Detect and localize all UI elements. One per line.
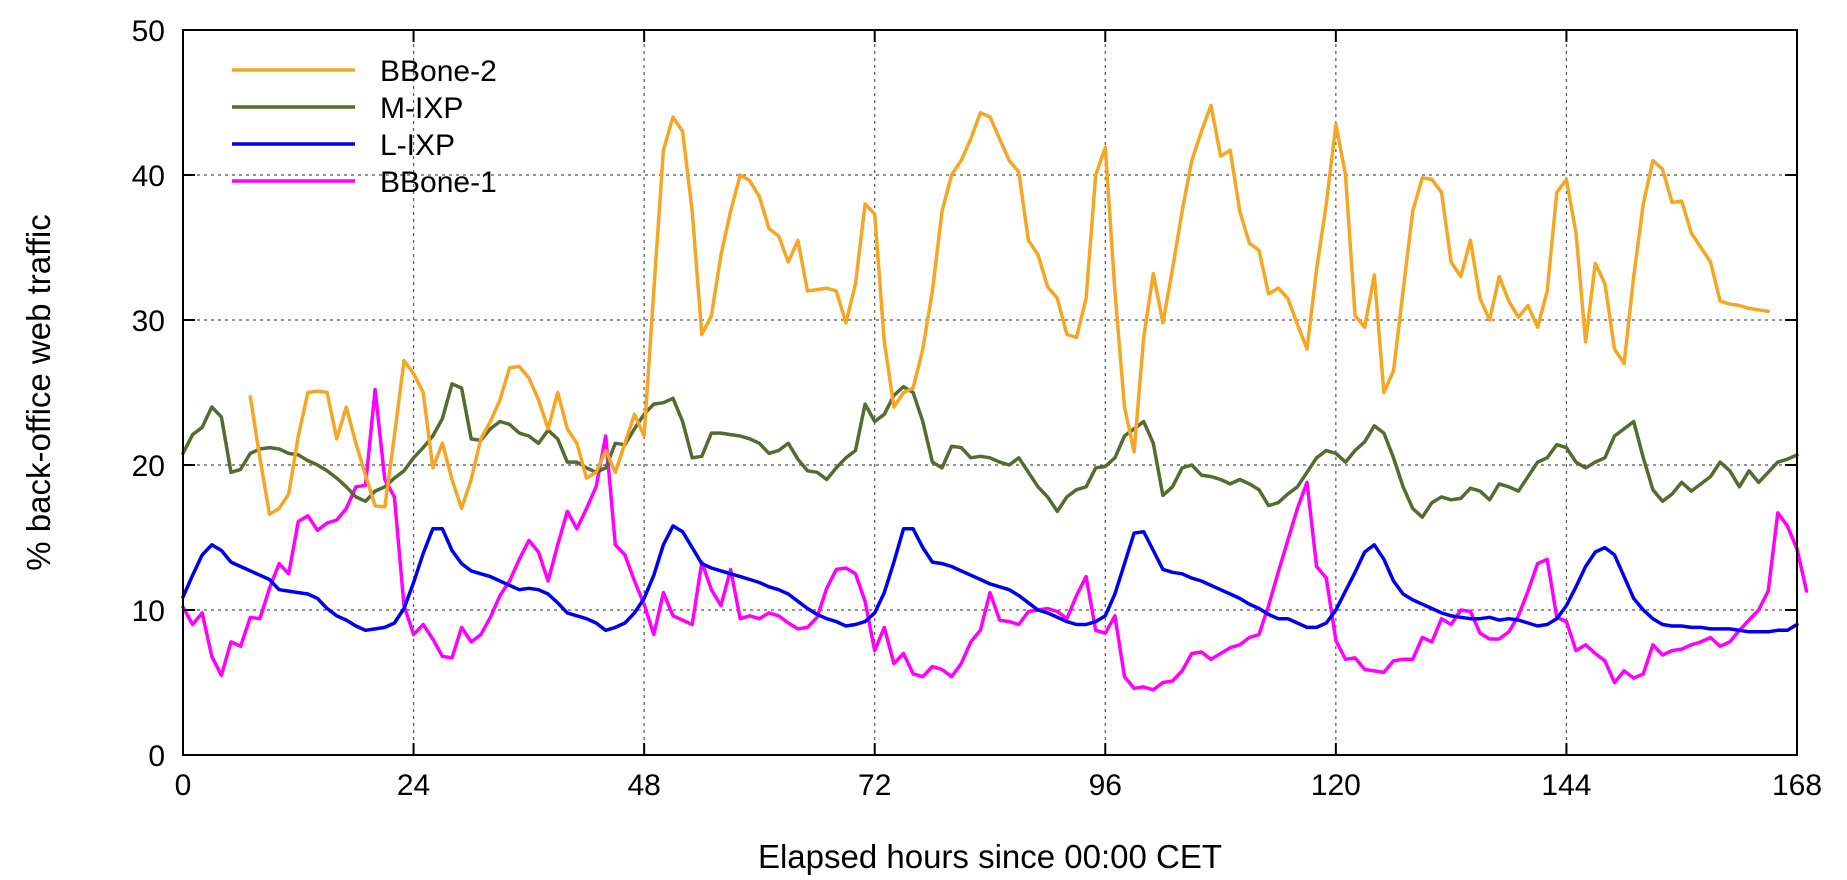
y-tick-label: 50 [132,15,165,48]
x-tick-label: 72 [858,769,891,802]
series-line-l-ixp [181,524,1799,634]
x-tick-label: 24 [397,769,430,802]
x-tick-label: 144 [1541,769,1591,802]
x-tick-label: 48 [627,769,660,802]
y-tick-label: 30 [132,305,165,338]
legend-label: BBone-2 [380,55,497,88]
y-tick-label: 40 [132,160,165,193]
y-tick-label: 20 [132,450,165,483]
y-tick-label: 0 [148,740,165,773]
ticks: 0 24 48 72 96 120 144 168 0 10 20 30 40 50 [132,15,1822,802]
series-line-m-ixp [181,382,1799,519]
legend-label: M-IXP [380,92,463,125]
legend-label: BBone-1 [380,166,497,199]
x-tick-label: 0 [175,769,192,802]
x-tick-label: 96 [1089,769,1122,802]
plot-frame [182,29,1798,756]
series-line-bbone-1 [181,387,1809,692]
y-tick-label: 10 [132,595,165,628]
legend-label: L-IXP [380,129,455,162]
series-line-bbone-2 [248,103,1770,517]
x-tick-label: 168 [1772,769,1822,802]
x-axis-title: Elapsed hours since 00:00 CET [758,838,1222,875]
y-axis-title: % back-office web traffic [20,214,57,570]
series-lines [181,103,1809,692]
x-tick-label: 120 [1311,769,1361,802]
legend: BBone-2 M-IXP L-IXP BBone-1 [232,55,497,199]
